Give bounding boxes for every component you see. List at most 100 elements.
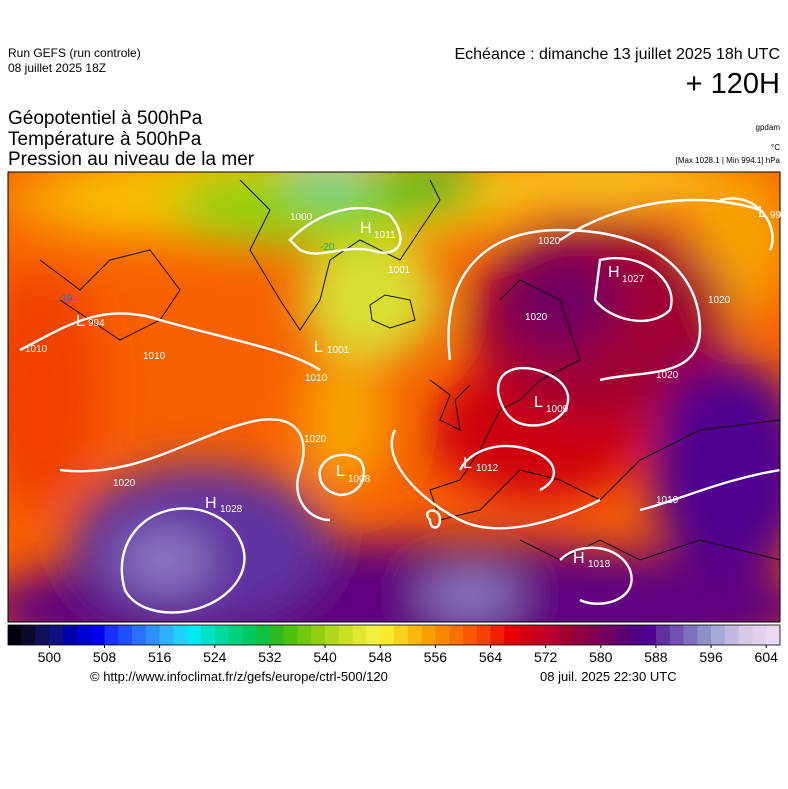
field-map — [8, 172, 780, 622]
center-letter: L — [534, 394, 543, 411]
colorbar-tick-label: 548 — [369, 649, 393, 665]
center-value: 1018 — [588, 559, 611, 570]
colorbar-swatch — [311, 625, 326, 645]
colorbar-tick-label: 516 — [148, 649, 172, 665]
colorbar-swatch — [766, 625, 781, 645]
center-value: 1009 — [546, 404, 569, 415]
colorbar-swatch — [228, 625, 243, 645]
colorbar-swatch — [628, 625, 643, 645]
contour-label: 1010 — [656, 495, 679, 506]
contour-label: 1000 — [290, 212, 313, 223]
center-letter: H — [205, 495, 217, 512]
colorbar-swatch — [449, 625, 464, 645]
colorbar-swatch — [8, 625, 23, 645]
contour-label: 1001 — [388, 265, 411, 276]
colorbar-swatch — [380, 625, 395, 645]
colorbar-tick-label: 532 — [258, 649, 282, 665]
colorbar-swatch — [407, 625, 422, 645]
colorbar-swatch — [490, 625, 505, 645]
field: Géopotentiel à 500hPa — [8, 108, 203, 129]
colorbar-swatch — [90, 625, 105, 645]
colorbar-tick-label: 588 — [644, 649, 668, 665]
center-value: 1001 — [327, 345, 350, 356]
colorbar-tick-label: 508 — [93, 649, 117, 665]
colorbar-swatch — [242, 625, 257, 645]
colorbar-swatch — [655, 625, 671, 645]
contour-label: 1020 — [708, 295, 731, 306]
contour-label: -20 — [320, 242, 335, 253]
colorbar-tick-label: 500 — [38, 649, 62, 665]
colorbar-tick-label: 564 — [479, 649, 503, 665]
colorbar-swatch — [201, 625, 216, 645]
colorbar-swatch — [724, 625, 739, 645]
colorbar-swatch — [545, 625, 560, 645]
colorbar-swatch — [738, 625, 753, 645]
colorbar-tick-label: 580 — [589, 649, 613, 665]
unit: gpdam — [755, 123, 780, 132]
contour-label: 1010 — [25, 344, 48, 355]
center-letter: L — [76, 313, 85, 330]
colorbar-swatch — [642, 625, 657, 645]
colorbar-swatch — [104, 625, 119, 645]
echeance: Echéance : dimanche 13 juillet 2025 18h … — [454, 46, 780, 63]
colorbar-swatch — [297, 625, 312, 645]
colorbar-swatch — [697, 625, 712, 645]
center-letter: H — [608, 264, 620, 281]
colorbar-tick-label: 556 — [424, 649, 448, 665]
colorbar-swatch — [435, 625, 450, 645]
colorbar-frame — [7, 624, 781, 646]
center-value: 99 — [770, 210, 782, 221]
colorbar-swatch — [366, 625, 381, 645]
colorbar-swatch — [683, 625, 698, 645]
lead: + 120H — [685, 68, 780, 100]
unit: °C — [771, 143, 780, 152]
center-letter: H — [360, 220, 372, 237]
colorbar-tick-label: 604 — [755, 649, 779, 665]
center-letter: L — [463, 455, 472, 472]
colorbar-swatch — [573, 625, 588, 645]
center-value: 994 — [88, 318, 105, 329]
colorbar-swatch — [587, 625, 602, 645]
colorbar-swatch — [352, 625, 367, 645]
colorbar-swatch — [269, 625, 285, 645]
colorbar-swatch — [669, 625, 684, 645]
colorbar-swatch — [531, 625, 546, 645]
run: Run GEFS (run controle) — [8, 46, 141, 60]
center-value: 1008 — [348, 474, 371, 485]
colorbar-swatch — [159, 625, 174, 645]
colorbar-swatch — [21, 625, 36, 645]
center-letter: L — [336, 463, 345, 480]
colorbar-swatch — [132, 625, 147, 645]
center-letter: L — [758, 204, 767, 221]
contour-label: 1010 — [143, 351, 166, 362]
colorbar-swatch — [476, 625, 491, 645]
colorbar-swatch — [118, 625, 133, 645]
colorbar-swatch — [600, 625, 615, 645]
colorbar-swatch — [49, 625, 64, 645]
contour-labels: 1000 -20 1001 1020 1020 1020 1010 1010 1… — [25, 212, 731, 506]
source-url: © http://www.infoclimat.fr/z/gefs/europe… — [90, 669, 388, 684]
contour-label: -10 — [58, 293, 73, 304]
center-letter: L — [314, 339, 323, 356]
center-value: 1027 — [622, 274, 645, 285]
colorbar-swatch — [76, 625, 92, 645]
run-date: 08 juillet 2025 18Z — [8, 61, 107, 75]
center-value: 1028 — [220, 504, 243, 515]
colorbar: 500 508 516 524 532 540 548 556 564 572 580 588 596 6… — [7, 624, 781, 665]
issued: 08 juil. 2025 22:30 UTC — [540, 669, 677, 684]
colorbar-swatch — [173, 625, 188, 645]
colorbar-swatch — [145, 625, 160, 645]
colorbar-swatch — [711, 625, 726, 645]
colorbar-swatch — [214, 625, 229, 645]
contour-label: 1020 — [304, 434, 327, 445]
center-value: 1012 — [476, 463, 499, 474]
colorbar-swatch — [421, 625, 436, 645]
contour-label: 1020 — [113, 478, 136, 489]
unit: [Max 1028.1 | Min 994.1] hPa — [675, 156, 780, 165]
colorbar-swatch — [187, 625, 202, 645]
contour-label: 1020 — [656, 370, 679, 381]
colorbar-tick-label: 572 — [534, 649, 558, 665]
colorbar-swatch — [35, 625, 50, 645]
